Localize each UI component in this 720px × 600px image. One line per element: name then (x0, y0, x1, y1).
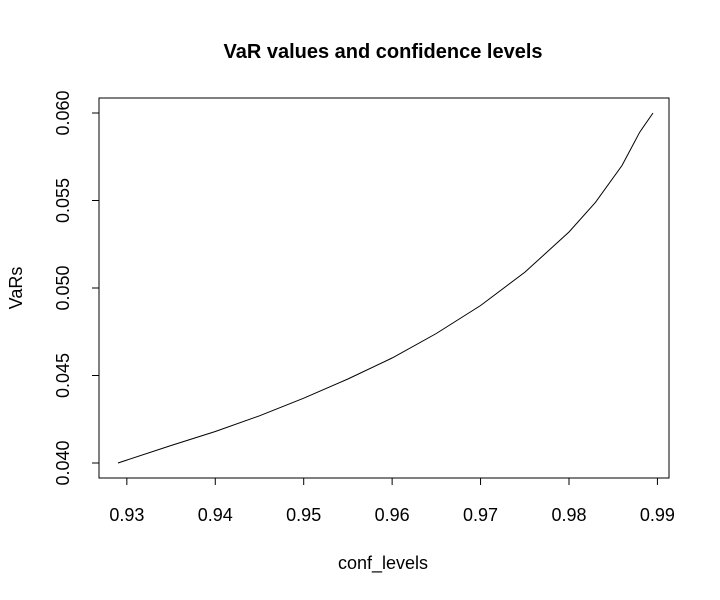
x-tick-label: 0.97 (463, 505, 498, 525)
y-axis: 0.040 0.045 0.050 0.055 0.060 (53, 90, 100, 486)
y-tick-label: 0.055 (53, 178, 73, 223)
y-axis-label: VaRs (6, 267, 26, 310)
chart-title: VaR values and confidence levels (223, 41, 542, 63)
x-tick-label: 0.99 (640, 505, 675, 525)
x-tick-label: 0.98 (551, 505, 586, 525)
x-tick-label: 0.94 (198, 505, 233, 525)
x-axis: 0.93 0.94 0.95 0.96 0.97 0.98 0.99 (109, 477, 675, 525)
x-tick-label: 0.93 (109, 505, 144, 525)
x-tick-label: 0.95 (286, 505, 321, 525)
x-tick-label: 0.96 (375, 505, 410, 525)
y-tick-label: 0.045 (53, 353, 73, 398)
series-line (117, 112, 654, 464)
y-tick-label: 0.040 (53, 440, 73, 485)
y-tick-label: 0.050 (53, 265, 73, 310)
plot-frame (98, 97, 670, 479)
x-axis-label: conf_levels (338, 553, 428, 574)
y-tick-label: 0.060 (53, 90, 73, 135)
